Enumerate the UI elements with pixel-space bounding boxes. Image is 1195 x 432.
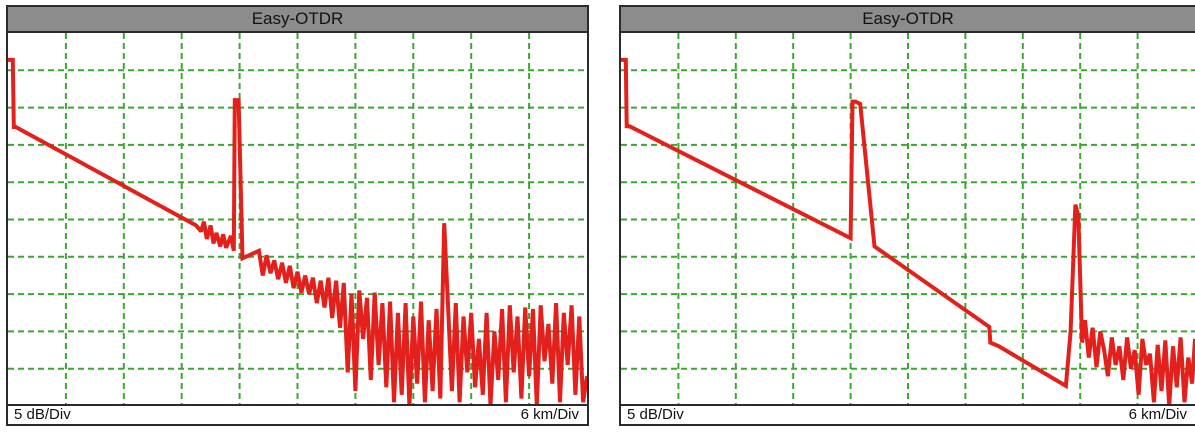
y-scale-label: 5 dB/Div bbox=[14, 406, 71, 423]
otdr-panel-right: Easy-OTDR 5 dB/Div 6 km/Div bbox=[619, 5, 1195, 426]
x-scale-label: 6 km/Div bbox=[520, 406, 579, 423]
otdr-trace-chart bbox=[621, 33, 1195, 406]
panel-title: Easy-OTDR bbox=[621, 7, 1195, 33]
otdr-panel-left: Easy-OTDR 5 dB/Div 6 km/Div bbox=[6, 5, 589, 426]
otdr-trace-line bbox=[8, 57, 587, 406]
x-scale-label: 6 km/Div bbox=[1128, 406, 1187, 423]
scale-footer: 5 dB/Div 6 km/Div bbox=[621, 404, 1195, 424]
otdr-trace-line bbox=[621, 57, 1195, 406]
scale-footer: 5 dB/Div 6 km/Div bbox=[8, 404, 587, 424]
panel-title: Easy-OTDR bbox=[8, 7, 587, 33]
otdr-trace-chart bbox=[8, 33, 587, 406]
y-scale-label: 5 dB/Div bbox=[627, 406, 684, 423]
